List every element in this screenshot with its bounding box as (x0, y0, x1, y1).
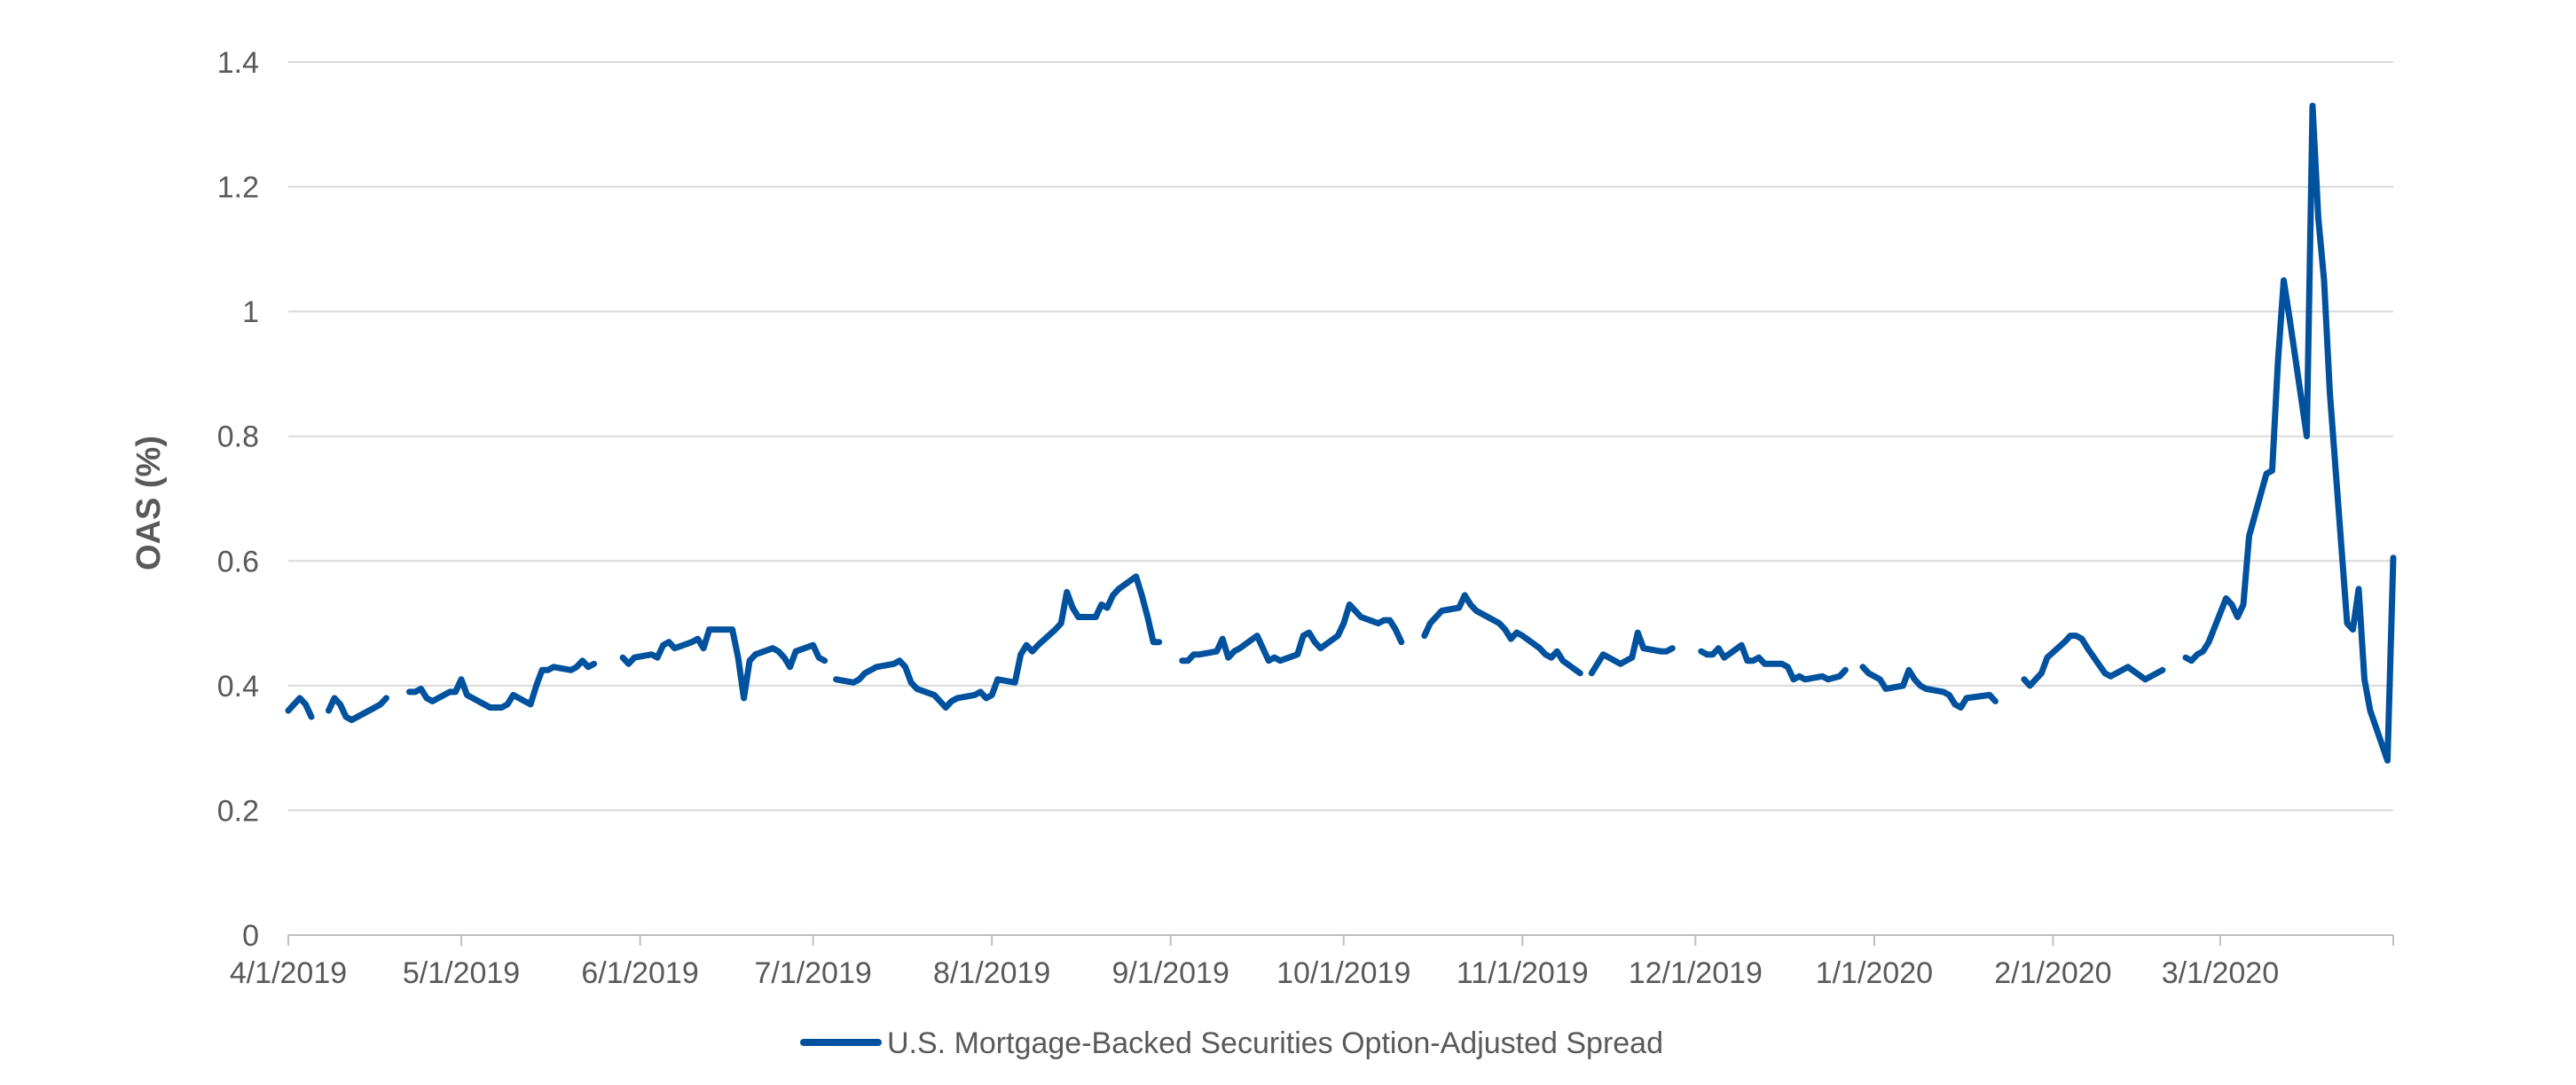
y-tick-label: 0.8 (217, 421, 259, 454)
x-tick-label: 2/1/2020 (1994, 956, 2111, 990)
series-line-segment (1588, 629, 1676, 677)
series-line-segment (2021, 633, 2166, 689)
y-tick-label: 1.2 (217, 171, 259, 205)
x-tick-label: 7/1/2019 (754, 956, 871, 990)
x-tick-label: 4/1/2019 (230, 956, 347, 990)
x-tick-label: 11/1/2019 (1457, 956, 1589, 990)
gridlines (288, 61, 2393, 812)
series-line-segment (1179, 601, 1405, 664)
legend-label: U.S. Mortgage-Backed Securities Option-A… (887, 1026, 1663, 1060)
series-line-segment (2182, 102, 2397, 764)
series-line-segment (1698, 641, 1849, 683)
x-tick-label: 12/1/2019 (1629, 956, 1763, 990)
y-axis-tick-labels: 0 0.2 0.4 0.6 0.8 1 1.2 1.4 (217, 46, 259, 953)
x-tick-label: 3/1/2020 (2162, 956, 2279, 990)
x-tick-label: 5/1/2019 (403, 956, 520, 990)
x-tick-label: 8/1/2019 (933, 956, 1050, 990)
y-tick-label: 0 (242, 919, 259, 953)
series-line-segment (833, 573, 1163, 711)
x-tick-label: 10/1/2019 (1276, 956, 1410, 990)
series-line-segment (326, 695, 389, 723)
series-line-segment (1859, 664, 1999, 711)
series-line-segment (1421, 592, 1583, 677)
y-tick-label: 1.4 (217, 46, 259, 80)
x-axis: 4/1/2019 5/1/2019 6/1/2019 7/1/2019 8/1/2019… (230, 934, 2394, 990)
series-line-segment (619, 626, 829, 702)
y-tick-label: 0.6 (217, 545, 259, 578)
legend: U.S. Mortgage-Backed Securities Option-A… (800, 1026, 1663, 1060)
series-line-segment (285, 695, 315, 720)
x-tick-label: 6/1/2019 (581, 956, 698, 990)
series-line-segment (406, 657, 598, 711)
y-axis-title: OAS (%) (130, 436, 168, 570)
x-tick-label: 9/1/2019 (1112, 956, 1229, 990)
x-tick-label: 1/1/2020 (1816, 956, 1933, 990)
y-tick-label: 0.2 (217, 794, 259, 828)
y-tick-label: 1 (242, 295, 259, 329)
y-tick-label: 0.4 (217, 670, 259, 704)
series-mbs-oas (285, 102, 2397, 764)
